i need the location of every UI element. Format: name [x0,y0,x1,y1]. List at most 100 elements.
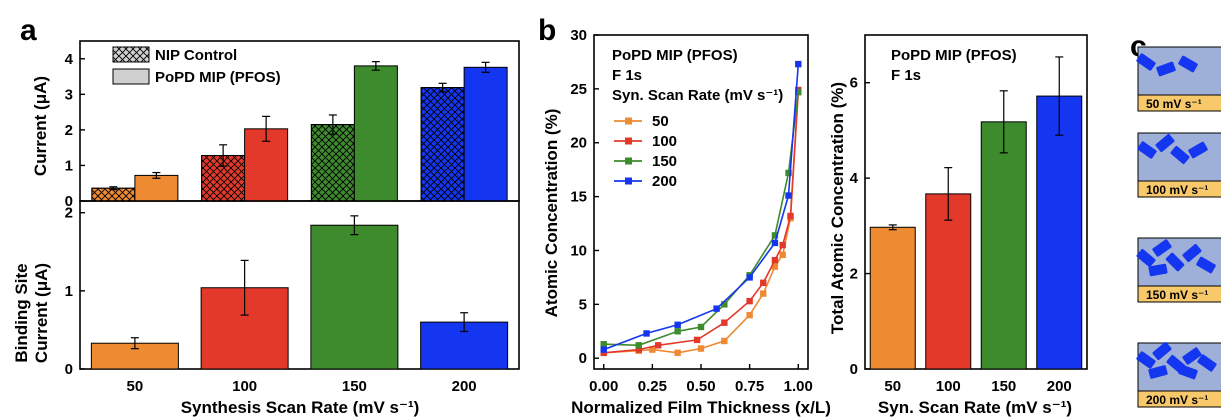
scheme-rod [1165,252,1185,272]
b-left-xtick-label: 0.00 [589,378,618,395]
b-left-series-100-point [693,336,701,344]
b-right-xtick-label: 50 [884,378,901,395]
scheme-label-1: 50 mV s⁻¹ [1146,97,1202,111]
b-left-series-150-point [635,342,642,349]
b-legend-marker-50 [625,117,632,125]
scheme-rod [1136,351,1156,369]
b-left-ytick-label: 10 [570,242,587,259]
b-right-ytick-label: 4 [850,170,859,187]
b-right-ytick-label: 0 [850,361,858,378]
b-left-annotation-line1: PoPD MIP (PFOS) [612,47,738,64]
scheme-substrate-2 [1137,180,1221,198]
b-left-xtick-label: 1.00 [784,378,813,395]
b-left-xtick-label: 0.25 [638,378,667,395]
legend-label-nip: NIP Control [155,47,237,64]
b-right-ytick-label: 2 [850,266,858,283]
scheme-rod [1136,248,1156,268]
b-legend-label-150: 150 [652,153,677,170]
legend-label-mip: PoPD MIP (PFOS) [155,69,281,86]
b-left-series-100-point [721,319,728,326]
scheme-label-3: 150 mV s⁻¹ [1146,288,1208,302]
a-bottom-ytick-label: 2 [65,205,73,222]
b-left-series-200-line [603,64,800,351]
b-left-series-50-point [721,337,728,345]
scheme-box-1 [1137,46,1221,96]
scheme-substrate-3 [1137,285,1221,303]
a-bottom-ylabel-line1: Binding Site [12,263,31,362]
scheme-rod [1137,141,1157,159]
b-left-series-200-point [771,239,779,247]
b-left-series-50-point [779,251,786,258]
scheme-substrate-4 [1137,390,1221,408]
b-left-series-200-point [643,330,650,337]
b-right-bar [980,121,1027,370]
a-xlabel: Synthesis Scan Rate (mV s⁻¹) [181,398,420,417]
b-left-ytick-label: 15 [570,189,587,206]
b-left-series-200-point [746,274,753,281]
scheme-rod [1197,354,1217,372]
a-top-ytick-label: 2 [65,122,73,139]
b-left-series-150-line [603,92,800,347]
scheme-rod [1170,145,1190,165]
b-left-series-150-point [674,328,681,335]
a-bottom-xtick-label: 50 [127,378,144,395]
a-bottom-ylabel-line2: Current (μA) [32,263,51,363]
b-left-series-50-point [697,345,705,352]
b-left-series-150-point [697,323,705,331]
a-bottom-bar [310,224,399,370]
b-left-series-200-point [713,305,720,312]
a-top-bar [134,174,179,202]
scheme-rod [1182,347,1202,365]
b-legend-label-200: 200 [652,173,677,190]
b-right-annotation-line1: PoPD MIP (PFOS) [891,47,1017,64]
scheme-rod [1182,243,1202,263]
scheme-c: 50 mV s⁻¹ 100 mV s⁻¹ 150 mV s⁻¹ 200 mV s⁻¹ [1136,46,1221,408]
a-bottom-xtick-label: 150 [342,378,367,395]
b-left-legend-title: Syn. Scan Rate (mV s⁻¹) [612,87,783,104]
scheme-rod [1148,365,1168,379]
b-left-series-50-point [649,346,656,353]
b-legend-label-50: 50 [652,113,669,130]
chart-a-bottom: 0 1 2 50 100 150 200 [65,200,520,395]
scheme-rod [1178,364,1198,380]
b-right-xtick-label: 100 [936,378,961,395]
b-left-xlabel: Normalized Film Thickness (x/L) [571,398,831,417]
a-bottom-xtick-label: 100 [232,378,257,395]
b-left-series-100-point [771,256,779,264]
b-right-bar [925,193,972,370]
b-left-series-100-line [603,89,800,354]
a-bottom-ytick-label: 1 [65,283,73,300]
b-left-ylabel: Atomic Concentration (%) [542,109,561,318]
scheme-rod [1178,55,1198,73]
b-left-series-150-point [600,341,607,348]
b-left-series-200-point [785,192,792,199]
b-left-series-150-point [795,88,802,96]
a-top-bar [463,66,508,202]
b-left-series-50-point [674,349,681,357]
b-legend-marker-150 [625,157,632,165]
b-left-series-100-point [635,346,642,353]
b-left-series-200-point [795,60,802,68]
panel-label-a: a [20,14,37,47]
scheme-rod [1155,133,1175,153]
b-right-bar [1036,95,1083,370]
scheme-rod [1148,263,1168,277]
chart-b-right: 0 2 4 6 50 100 150 200 [850,34,1088,395]
scheme-rod [1196,256,1216,274]
legend-swatch-nip-hatch [112,46,150,63]
a-top-ytick-label: 1 [65,157,73,174]
b-left-xtick-label: 0.50 [686,378,715,395]
chart-b-left: 0 5 10 15 20 25 30 0.00 0.25 0.50 0.75 1.00 [570,27,813,395]
b-legend-marker-200 [625,177,632,185]
legend-b-left: 50 100 150 200 [614,113,677,190]
b-left-series-50-line [603,92,800,354]
b-left-series-150-point [771,232,779,239]
a-top-ytick-label: 3 [65,86,73,103]
b-left-series-50-point [771,263,779,270]
b-left-series-200-point [600,346,607,353]
a-top-ylabel: Current (μA) [31,76,50,176]
b-right-xtick-label: 150 [991,378,1016,395]
a-top-bar [353,65,398,202]
b-left-series-50-point [746,311,753,319]
